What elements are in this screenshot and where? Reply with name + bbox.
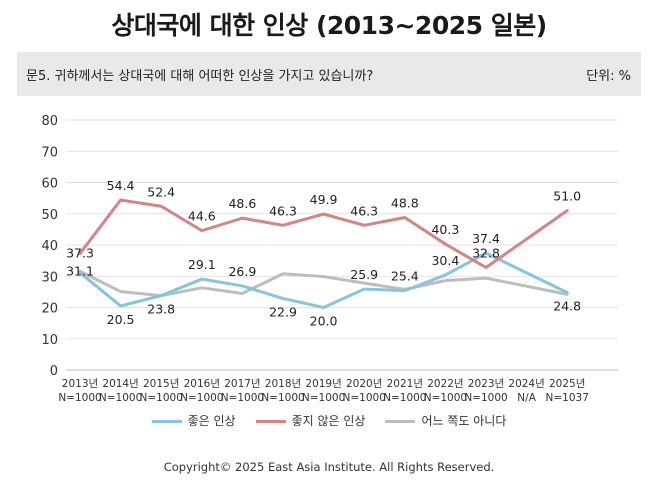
data-label: 20.0 (310, 314, 338, 329)
data-label: 23.8 (147, 302, 175, 317)
data-label: 44.6 (188, 209, 216, 224)
legend-swatch (255, 420, 286, 423)
x-tick-label: 2025년 (549, 378, 585, 390)
y-tick-label: 30 (41, 270, 58, 285)
data-label: 37.4 (472, 231, 500, 246)
x-tick-label: 2020년 (346, 378, 382, 390)
data-label: 48.6 (228, 196, 256, 211)
x-sample-size-label: N=1000 (261, 392, 304, 404)
data-label: 30.4 (431, 253, 459, 268)
legend-swatch (151, 420, 182, 423)
series-lines (78, 198, 569, 309)
data-label: 29.1 (188, 257, 216, 272)
x-sample-size-label: N=1037 (546, 392, 589, 404)
data-label: 20.5 (107, 312, 135, 327)
series-line-0 (78, 251, 569, 309)
copyright-notice: Copyright© 2025 East Asia Institute. All… (163, 460, 495, 474)
x-tick-label: 2019년 (305, 378, 341, 390)
y-tick-label: 20 (41, 302, 58, 317)
x-sample-size-label: N=1000 (140, 392, 183, 404)
y-tick-label: 0 (50, 364, 58, 379)
legend-swatch (385, 420, 416, 423)
x-sample-size-label: N=1000 (221, 392, 264, 404)
data-label: 32.8 (472, 246, 500, 261)
y-tick-label: 70 (41, 145, 58, 160)
x-tick-label: 2023년 (468, 378, 504, 390)
x-sample-size-label: N=1000 (464, 392, 507, 404)
x-tick-label: 2016년 (184, 378, 220, 390)
x-tick-label: 2018년 (265, 378, 301, 390)
x-tick-label: 2022년 (427, 378, 463, 390)
legend-label: 좋은 인상 (187, 414, 236, 428)
x-tick-label: 2017년 (224, 378, 260, 390)
data-label: 54.4 (107, 178, 135, 193)
legend-item-1: 좋지 않은 인상 (255, 412, 366, 429)
data-labels: 37.3 54.4 52.4 44.6 48.6 46.3 49.9 46.3 48.8 40.3… (66, 178, 581, 329)
x-sample-size-label: N/A (517, 392, 536, 404)
series-line-1 (78, 198, 569, 269)
data-label: 25.9 (350, 267, 378, 282)
data-label: 46.3 (350, 203, 378, 218)
x-sample-size-label: N=1000 (383, 392, 426, 404)
series-line-2 (78, 269, 569, 298)
question-bar: 문5. 귀하께서는 상대국에 대해 어떠한 인상을 가지고 있습니까? 단위: … (17, 52, 641, 96)
x-sample-size-label: N=1000 (58, 392, 101, 404)
data-label: 24.8 (553, 299, 581, 314)
x-tick-label: 2014년 (102, 378, 138, 390)
x-axis: 2013년N=10002014년N=10002015년N=10002016년N=… (58, 378, 589, 404)
legend-label: 좋지 않은 인상 (291, 414, 366, 428)
question-text: 문5. 귀하께서는 상대국에 대해 어떠한 인상을 가지고 있습니까? (26, 69, 374, 84)
data-label: 52.4 (147, 184, 175, 199)
data-label: 40.3 (431, 222, 459, 237)
y-tick-label: 60 (41, 177, 58, 192)
x-tick-label: 2015년 (143, 378, 179, 390)
unit-label: 단위: % (586, 69, 631, 84)
y-tick-label: 50 (41, 208, 58, 223)
x-tick-label: 2013년 (62, 378, 98, 390)
x-sample-size-label: N=1000 (343, 392, 386, 404)
data-label: 51.0 (553, 189, 581, 204)
x-tick-label: 2021년 (387, 378, 423, 390)
legend-label: 어느 쪽도 아니다 (421, 414, 507, 428)
chart-title: 상대국에 대한 인상 (2013~2025 일본) (111, 11, 547, 40)
data-label: 31.1 (66, 263, 94, 278)
y-tick-label: 40 (41, 239, 58, 254)
x-sample-size-label: N=1000 (99, 392, 142, 404)
data-label: 46.3 (269, 203, 297, 218)
y-tick-label: 10 (41, 333, 58, 348)
gridlines (66, 119, 618, 371)
data-label: 49.9 (310, 192, 338, 207)
x-sample-size-label: N=1000 (424, 392, 467, 404)
data-label: 25.4 (391, 269, 419, 284)
x-tick-label: 2024년 (508, 378, 544, 390)
y-tick-label: 80 (41, 114, 58, 129)
legend-item-2: 어느 쪽도 아니다 (385, 412, 506, 429)
legend: 좋은 인상 좋지 않은 인상 어느 쪽도 아니다 (0, 412, 658, 429)
x-sample-size-label: N=1000 (180, 392, 223, 404)
data-label: 37.3 (66, 245, 94, 260)
y-axis: 0 10 20 30 40 50 60 70 80 (41, 114, 58, 379)
data-label: 22.9 (269, 304, 297, 319)
data-label: 26.9 (228, 264, 256, 279)
data-label: 48.8 (391, 196, 419, 211)
legend-item-0: 좋은 인상 (151, 412, 236, 429)
x-sample-size-label: N=1000 (302, 392, 345, 404)
